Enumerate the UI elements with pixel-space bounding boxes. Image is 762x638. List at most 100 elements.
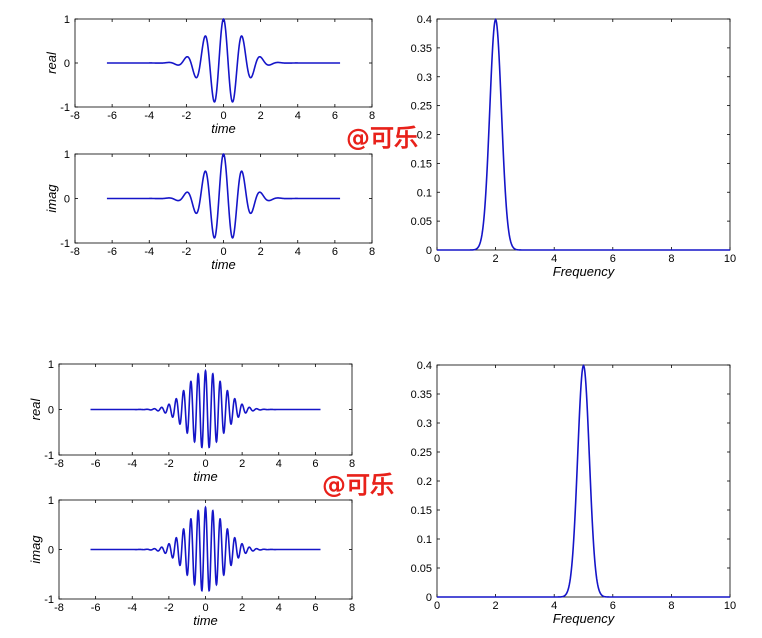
y-tick-label: 0 (64, 58, 70, 70)
x-tick-label: -2 (164, 602, 174, 614)
y-tick-label: 0 (426, 245, 432, 257)
x-tick-label: 2 (493, 253, 499, 265)
y-tick-label: 0.15 (411, 158, 432, 170)
y-tick-label: 0.35 (411, 389, 432, 401)
y-tick-label: 0.05 (411, 216, 432, 228)
y-tick-label: 0.2 (417, 130, 432, 142)
y-axis-label: imag (44, 184, 59, 213)
y-tick-label: 0 (64, 194, 70, 206)
y-tick-label: 0 (48, 545, 54, 557)
y-tick-label: -1 (44, 594, 54, 606)
x-tick-label: 2 (258, 246, 264, 258)
x-tick-label: 4 (295, 110, 301, 122)
x-tick-label: -2 (164, 458, 174, 470)
x-tick-label: 0 (434, 253, 440, 265)
series-line (106, 18, 341, 103)
x-tick-label: -6 (91, 458, 101, 470)
x-tick-label: -4 (144, 110, 154, 122)
x-tick-label: 10 (724, 600, 736, 612)
x-tick-label: 6 (610, 600, 616, 612)
x-axis-label: Frequency (553, 264, 616, 279)
x-axis-label: time (211, 257, 236, 272)
x-tick-label: 0 (434, 600, 440, 612)
y-tick-label: 1 (64, 149, 70, 161)
x-tick-label: -4 (144, 246, 154, 258)
x-tick-label: -8 (70, 110, 80, 122)
chart-wavelet-a-real: -8 -6 -4 -2 0 2 4 6 8 -1 0 1 time real (44, 14, 375, 136)
x-tick-label: 6 (312, 458, 318, 470)
y-tick-label: 1 (48, 495, 54, 507)
y-tick-label: -1 (44, 450, 54, 462)
y-tick-label: 0.3 (417, 72, 432, 84)
y-tick-label: 0.05 (411, 563, 432, 575)
series-line (90, 505, 321, 592)
x-tick-label: -2 (181, 110, 191, 122)
x-tick-label: -2 (181, 246, 191, 258)
plot-frame (436, 18, 731, 251)
x-tick-label: 0 (202, 458, 208, 470)
x-tick-label: -8 (70, 246, 80, 258)
x-tick-label: 0 (202, 602, 208, 614)
y-axis-label: real (44, 51, 59, 74)
x-tick-label: 4 (295, 246, 301, 258)
x-tick-label: -6 (91, 602, 101, 614)
y-axis-label: real (28, 398, 43, 421)
watermark-bottom: @可乐 (322, 471, 394, 499)
y-tick-label: 0.35 (411, 43, 432, 55)
chart-spectrum-b: 0 2 4 6 8 10 0 0.05 0.1 0.15 0.2 0.25 0.3 0.35 0.4 Freq… (411, 360, 737, 626)
y-tick-label: 0.1 (417, 187, 432, 199)
x-tick-label: 0 (220, 110, 226, 122)
x-tick-label: 8 (668, 600, 674, 612)
x-tick-label: 8 (349, 602, 355, 614)
watermark-top: @可乐 (346, 124, 418, 152)
y-tick-label: 0.4 (417, 360, 432, 372)
chart-spectrum-a: 0 2 4 6 8 10 0 0.05 0.1 0.15 0.2 0.25 0.3 0.35 0.4 Freq… (411, 14, 737, 279)
y-tick-label: 0.1 (417, 534, 432, 546)
x-tick-label: 2 (258, 110, 264, 122)
x-axis-label: time (211, 121, 236, 136)
x-tick-label: -6 (107, 110, 117, 122)
x-tick-label: -4 (127, 602, 137, 614)
chart-wavelet-b-imag: -8 -6 -4 -2 0 2 4 6 8 -1 0 1 time imag (28, 495, 355, 628)
y-tick-label: 0.3 (417, 418, 432, 430)
x-tick-label: -4 (127, 458, 137, 470)
x-tick-label: 4 (551, 253, 557, 265)
x-tick-label: 2 (493, 600, 499, 612)
x-tick-label: 2 (239, 458, 245, 470)
chart-wavelet-b-real: -8 -6 -4 -2 0 2 4 6 8 -1 0 1 time real (28, 359, 355, 484)
x-axis-label: time (193, 469, 218, 484)
plot-frame (436, 364, 731, 598)
x-tick-label: 6 (312, 602, 318, 614)
x-tick-label: 8 (369, 110, 375, 122)
x-tick-label: 8 (668, 253, 674, 265)
series-line (90, 368, 321, 449)
x-tick-label: 6 (610, 253, 616, 265)
series-line (437, 18, 730, 251)
y-tick-label: 0.25 (411, 101, 432, 113)
y-tick-label: 0.2 (417, 476, 432, 488)
y-axis-label: imag (28, 535, 43, 564)
x-tick-label: 4 (276, 602, 282, 614)
y-tick-label: 0.25 (411, 447, 432, 459)
y-tick-label: -1 (60, 102, 70, 114)
x-tick-label: 6 (332, 110, 338, 122)
chart-wavelet-a-imag: -8 -6 -4 -2 0 2 4 6 8 -1 0 1 time imag (44, 149, 375, 272)
y-tick-label: 0 (426, 592, 432, 604)
x-tick-label: -6 (107, 246, 117, 258)
y-tick-label: 0 (48, 405, 54, 417)
x-tick-label: 10 (724, 253, 736, 265)
x-tick-label: 6 (332, 246, 338, 258)
y-tick-label: 0.15 (411, 505, 432, 517)
y-tick-label: 0.4 (417, 14, 432, 26)
x-tick-label: 4 (276, 458, 282, 470)
x-tick-label: 8 (349, 458, 355, 470)
x-axis-label: time (193, 613, 218, 628)
x-tick-label: -8 (54, 602, 64, 614)
x-tick-label: -8 (54, 458, 64, 470)
x-axis-label: Frequency (553, 611, 616, 626)
x-tick-label: 4 (551, 600, 557, 612)
y-tick-label: -1 (60, 238, 70, 250)
series-line (437, 364, 730, 598)
